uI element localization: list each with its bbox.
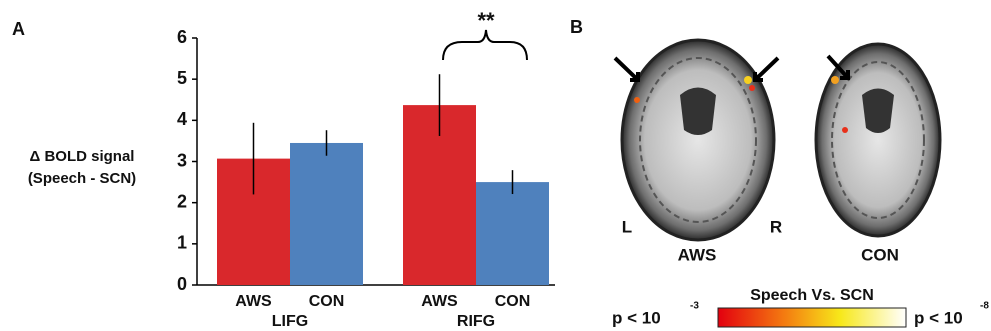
colorbar [718, 308, 906, 327]
image-label: AWS [678, 245, 717, 264]
colorbar-high-exponent: -8 [980, 301, 989, 312]
panel-label: A [12, 19, 25, 39]
side-label: L [622, 217, 632, 236]
significance-annotation: ** [477, 8, 495, 33]
figure: A B L R AWS CON Speech Vs. SCN p < 10 -3… [0, 0, 991, 331]
colorbar-high: p < 10 [914, 308, 963, 327]
y-tick-label: 2 [177, 191, 187, 211]
y-tick-label: 6 [177, 27, 187, 47]
significance-brace [443, 30, 527, 60]
y-tick-label: 1 [177, 233, 187, 253]
y-axis-label: Δ BOLD signal [30, 148, 135, 165]
x-tick-label: AWS [421, 293, 458, 310]
y-tick-label: 4 [177, 109, 187, 129]
x-tick-label: CON [309, 293, 345, 310]
colorbar-low-exponent: -3 [690, 301, 699, 312]
brain-scan [622, 40, 774, 240]
x-tick-label: AWS [235, 293, 272, 310]
y-tick-label: 5 [177, 68, 187, 88]
x-tick-label: CON [495, 293, 531, 310]
arrow [615, 58, 638, 80]
y-tick-label: 0 [177, 274, 187, 294]
brain-scan [816, 44, 940, 236]
arrow [755, 58, 778, 80]
activation [749, 85, 755, 91]
side-label: R [770, 217, 782, 236]
activation [744, 76, 752, 84]
activation [842, 127, 848, 133]
bar-chart: Δ BOLD signal(Speech - SCN)0123456LIFGAW… [28, 8, 555, 330]
brain-images [615, 40, 940, 240]
x-category-label: LIFG [272, 313, 308, 330]
y-tick-label: 3 [177, 150, 187, 170]
colorbar-title: Speech Vs. SCN [750, 287, 874, 304]
panel-label: B [570, 17, 583, 37]
colorbar-low: p < 10 [612, 308, 661, 327]
image-label: CON [861, 245, 899, 264]
activation [831, 76, 839, 84]
ventricle [862, 89, 894, 134]
bar [290, 143, 363, 285]
ventricle [680, 88, 716, 136]
y-axis-label: (Speech - SCN) [28, 170, 136, 187]
x-category-label: RIFG [457, 313, 495, 330]
activation [634, 97, 640, 103]
bar [476, 182, 549, 285]
